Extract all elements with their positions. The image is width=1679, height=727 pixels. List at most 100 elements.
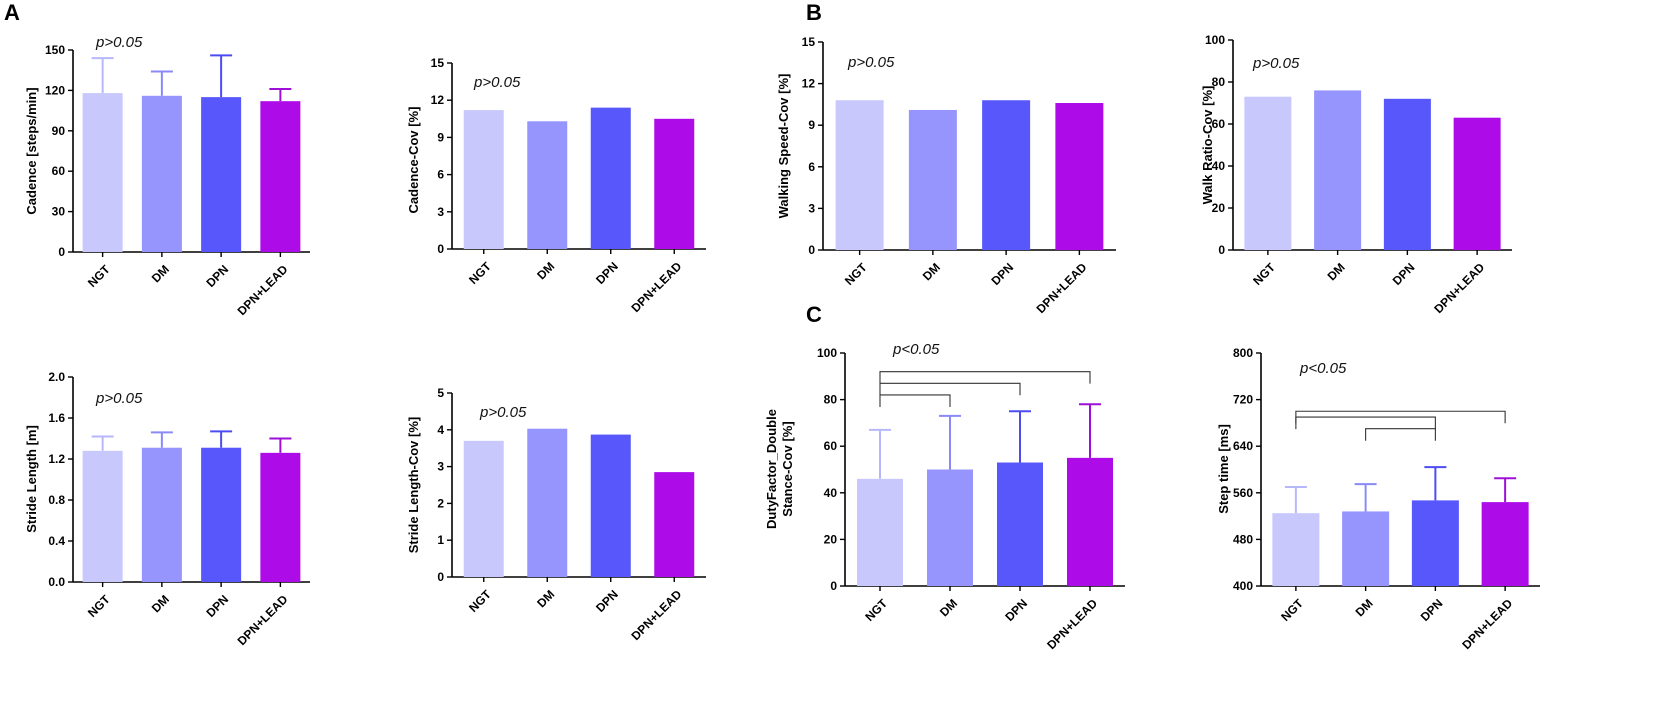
p-value-annotation: p<0.05 bbox=[892, 341, 940, 358]
x-tick-label: NGT bbox=[85, 592, 113, 620]
significance-bracket bbox=[1365, 428, 1436, 441]
bar-ngt bbox=[1272, 513, 1320, 586]
y-tick-label: 6 bbox=[437, 168, 444, 182]
y-tick-label: 15 bbox=[431, 56, 445, 70]
significance-bracket bbox=[879, 382, 1021, 396]
y-tick-label: 3 bbox=[437, 460, 444, 474]
y-tick-label: 12 bbox=[431, 93, 445, 107]
y-tick-label: 40 bbox=[824, 486, 838, 500]
y-tick-label: 20 bbox=[1212, 201, 1226, 215]
y-tick-label: 9 bbox=[808, 118, 815, 132]
y-tick-label: 720 bbox=[1233, 393, 1253, 407]
bar-dpn bbox=[1383, 98, 1431, 250]
y-axis-label-line: Stance-Cov [%] bbox=[780, 421, 795, 516]
x-tick-label: NGT bbox=[466, 587, 494, 615]
bar-dpn bbox=[201, 447, 242, 582]
y-tick-label: 15 bbox=[802, 35, 816, 49]
bar-dpn bbox=[590, 434, 631, 577]
chart-cadence: 0 30 60 90 120 150 Cadence [steps/min] NGT DM DPN… bbox=[24, 34, 310, 318]
x-tick-label: NGT bbox=[466, 259, 494, 287]
y-tick-label: 400 bbox=[1233, 579, 1253, 593]
y-tick-label: 1 bbox=[437, 533, 444, 547]
bar-dpn-lead bbox=[1055, 103, 1104, 250]
p-value-annotation: p>0.05 bbox=[95, 390, 143, 407]
x-tick-label: DPN+LEAD bbox=[628, 587, 684, 643]
x-tick-label: DM bbox=[149, 262, 172, 285]
y-tick-label: 0.8 bbox=[48, 493, 65, 507]
bar-dpn-lead bbox=[260, 101, 301, 252]
y-tick-label: 80 bbox=[824, 393, 838, 407]
x-tick-label: DPN+LEAD bbox=[628, 259, 684, 315]
y-axis-label: Cadence [steps/min] bbox=[24, 87, 39, 214]
x-tick-label: DM bbox=[1353, 596, 1376, 619]
bar-ngt bbox=[857, 478, 903, 586]
y-tick-label: 2 bbox=[437, 496, 444, 510]
x-tick-label: DM bbox=[937, 596, 960, 619]
bar-dpn-lead bbox=[654, 472, 695, 577]
bar-dm bbox=[141, 447, 182, 582]
x-tick-label: DPN bbox=[1418, 596, 1446, 624]
y-axis-label: Stride Length [m] bbox=[24, 425, 39, 533]
x-tick-label: DPN bbox=[203, 592, 231, 620]
y-tick-label: 0.4 bbox=[48, 534, 65, 548]
bar-dm bbox=[1342, 511, 1390, 586]
bar-ngt bbox=[82, 450, 123, 582]
y-tick-label: 560 bbox=[1233, 486, 1253, 500]
y-tick-label: 6 bbox=[808, 160, 815, 174]
y-tick-label: 60 bbox=[824, 439, 838, 453]
x-tick-label: DPN+LEAD bbox=[1034, 260, 1090, 316]
y-axis-label: Walking Speed-Cov [%] bbox=[776, 74, 791, 219]
significance-bracket bbox=[879, 371, 1091, 384]
chart-walk_ratio_cov: 0 20 40 60 80 100 Walk Ratio-Cov [%] NGT DM DPN DP… bbox=[1200, 33, 1512, 316]
y-tick-label: 20 bbox=[824, 532, 838, 546]
y-tick-label: 2.0 bbox=[48, 370, 65, 384]
p-value-annotation: p>0.05 bbox=[1252, 55, 1300, 72]
x-tick-label: DPN bbox=[593, 587, 621, 615]
y-tick-label: 9 bbox=[437, 130, 444, 144]
significance-bracket bbox=[1295, 416, 1436, 430]
y-axis-label: Walk Ratio-Cov [%] bbox=[1200, 86, 1215, 205]
x-tick-label: DPN bbox=[988, 260, 1016, 288]
y-tick-label: 12 bbox=[802, 77, 816, 91]
y-tick-label: 3 bbox=[808, 201, 815, 215]
y-tick-label: 4 bbox=[437, 423, 444, 437]
x-tick-label: DPN bbox=[593, 259, 621, 287]
x-tick-label: DPN+LEAD bbox=[1459, 596, 1515, 652]
bar-dm bbox=[1314, 90, 1362, 251]
p-value-annotation: p>0.05 bbox=[847, 54, 895, 71]
y-tick-label: 480 bbox=[1233, 532, 1253, 546]
x-tick-label: DPN bbox=[203, 262, 231, 290]
bar-dm bbox=[908, 109, 957, 251]
y-tick-label: 120 bbox=[45, 83, 65, 97]
chart-walking_speed_cov: 0 3 6 9 12 15 Walking Speed-Cov [%] NGT DM DPN DPN… bbox=[776, 35, 1116, 316]
bar-dpn-lead bbox=[654, 118, 695, 249]
y-tick-label: 0 bbox=[1218, 243, 1225, 257]
y-tick-label: 0 bbox=[808, 243, 815, 257]
x-tick-label: DPN bbox=[1390, 260, 1418, 288]
y-tick-label: 640 bbox=[1233, 439, 1253, 453]
x-tick-label: DM bbox=[534, 259, 557, 282]
chart-stride_length_cov: 0 1 2 3 4 5 Stride Length-Cov [%] NGT DM DPN DPN+L… bbox=[406, 386, 706, 643]
bar-dm bbox=[527, 121, 568, 249]
bar-ngt bbox=[835, 100, 884, 251]
bar-dpn-lead bbox=[1481, 502, 1529, 586]
y-tick-label: 0 bbox=[58, 245, 65, 259]
y-tick-label: 60 bbox=[1212, 117, 1226, 131]
y-tick-label: 0 bbox=[437, 242, 444, 256]
bar-ngt bbox=[1244, 96, 1292, 250]
bar-dpn-lead bbox=[1067, 457, 1113, 586]
bar-dpn bbox=[1411, 500, 1459, 586]
chart-cadence_cov: 0 3 6 9 12 15 Cadence-Cov [%] NGT DM DPN DPN+LEAD p… bbox=[406, 56, 706, 315]
x-tick-label: DPN+LEAD bbox=[1431, 260, 1487, 316]
p-value-annotation: p>0.05 bbox=[95, 34, 143, 51]
bar-dpn-lead bbox=[260, 452, 301, 582]
bar-dpn bbox=[590, 107, 631, 249]
y-tick-label: 5 bbox=[437, 386, 444, 400]
y-tick-label: 90 bbox=[52, 124, 66, 138]
y-tick-label: 0.0 bbox=[48, 575, 65, 589]
y-tick-label: 100 bbox=[1205, 33, 1225, 47]
y-axis-label: DutyFactor_DoubleStance-Cov [%] bbox=[764, 409, 795, 529]
x-tick-label: DPN+LEAD bbox=[235, 592, 291, 648]
bar-dpn bbox=[201, 97, 242, 252]
